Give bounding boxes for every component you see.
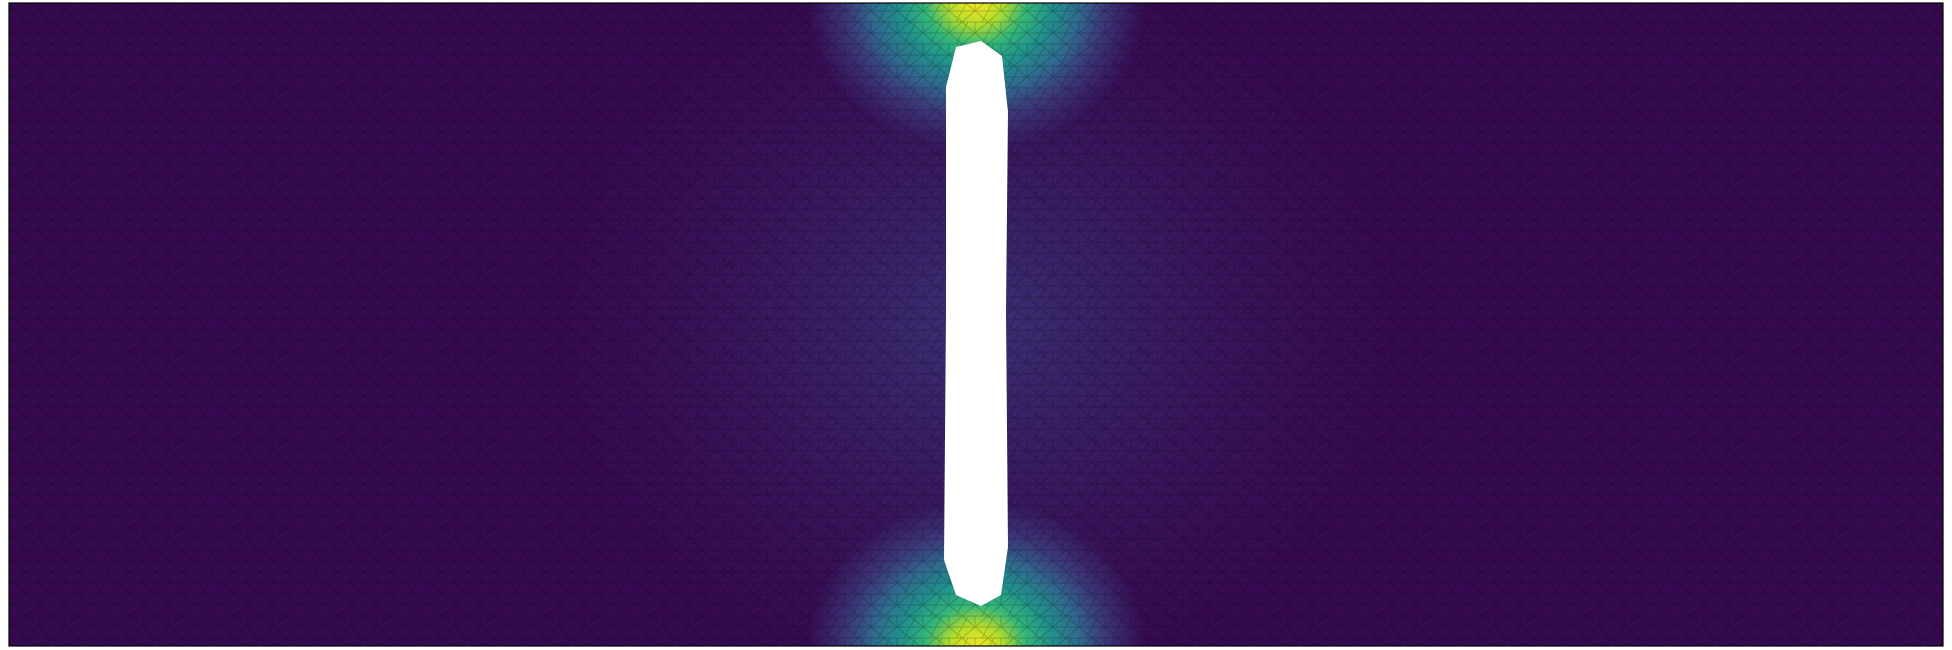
domain-border <box>8 2 1944 647</box>
slot-hole <box>944 41 1008 606</box>
